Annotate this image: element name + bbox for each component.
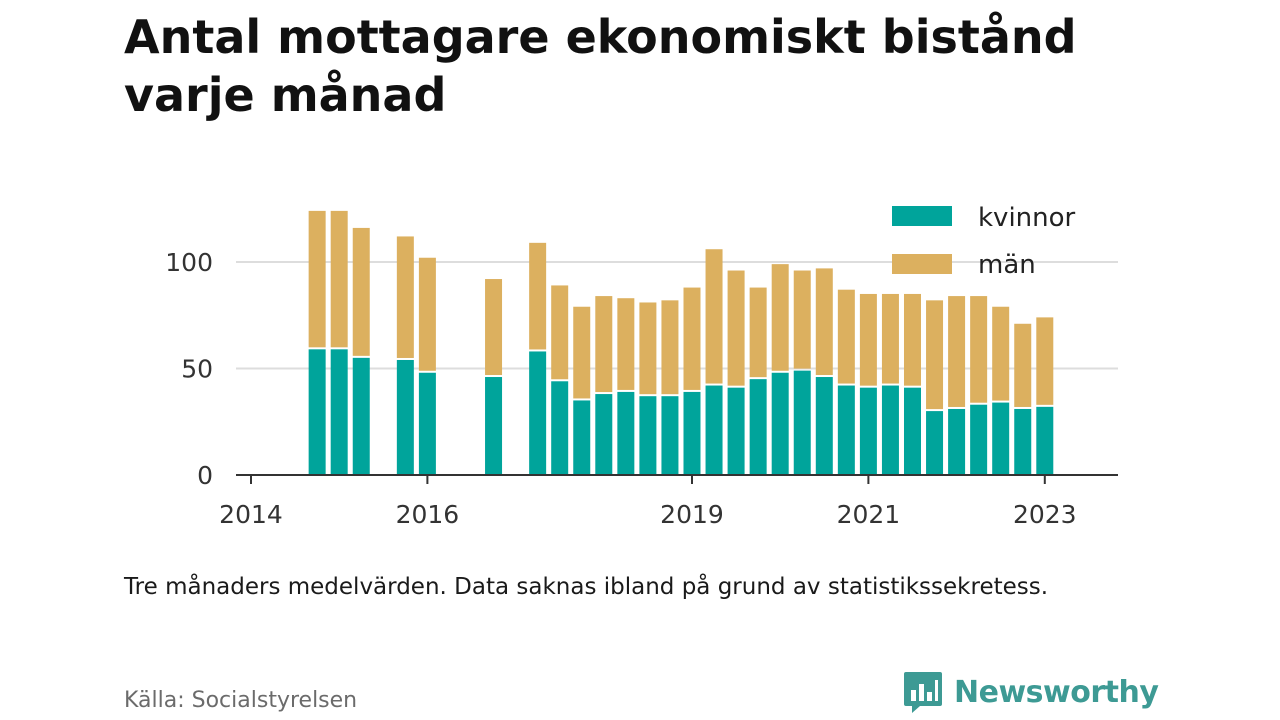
x-tick-label-2019: 2019 <box>660 500 724 529</box>
x-tick-label-2023: 2023 <box>1013 500 1077 529</box>
bar-man <box>837 289 855 384</box>
bar-kvinnor <box>330 349 348 475</box>
bar-kvinnor <box>705 385 723 475</box>
bar-kvinnor <box>837 385 855 475</box>
bar-man <box>573 306 591 399</box>
source-label: Källa: Socialstyrelsen <box>124 688 358 713</box>
legend-swatch-man <box>892 254 952 274</box>
bar-kvinnor <box>639 396 657 475</box>
bar-man <box>639 302 657 395</box>
bar-kvinnor <box>881 385 899 475</box>
y-tick-label-100: 100 <box>165 248 213 277</box>
brand-logo: Newsworthy <box>902 670 1159 714</box>
bar-kvinnor <box>793 370 811 475</box>
bar-kvinnor <box>308 349 326 475</box>
bar-kvinnor <box>859 387 877 475</box>
bar-kvinnor <box>771 372 789 475</box>
bar-man <box>330 210 348 348</box>
bar-man <box>815 268 833 376</box>
bar-man <box>352 227 370 356</box>
bar-kvinnor <box>727 387 745 475</box>
bar-man <box>661 300 679 395</box>
bar-man <box>970 296 988 403</box>
bar-kvinnor <box>352 357 370 475</box>
bar-man <box>485 279 503 376</box>
bar-kvinnor <box>529 351 547 475</box>
bar-kvinnor <box>595 394 613 475</box>
bar-kvinnor <box>815 377 833 475</box>
bar-man <box>881 293 899 384</box>
x-tick-label-2021: 2021 <box>837 500 901 529</box>
brand-name: Newsworthy <box>954 674 1159 710</box>
bar-man <box>529 242 547 350</box>
bar-kvinnor <box>903 387 921 475</box>
bar-kvinnor <box>948 408 966 475</box>
legend-label-kvinnor: kvinnor <box>978 203 1076 233</box>
bar-kvinnor <box>396 359 414 475</box>
bar-kvinnor <box>485 377 503 475</box>
bar-kvinnor <box>992 402 1010 475</box>
y-axis-ticks: 0 50 100 <box>165 248 213 490</box>
bar-man <box>683 287 701 390</box>
bar-man <box>308 210 326 348</box>
bar-man <box>1014 323 1032 407</box>
bar-man <box>595 296 613 393</box>
bar-kvinnor <box>749 379 767 475</box>
bar-kvinnor <box>573 400 591 475</box>
bar-kvinnor <box>617 391 635 475</box>
y-tick-label-50: 50 <box>181 355 213 384</box>
bar-man <box>749 287 767 378</box>
bar-man <box>992 306 1010 401</box>
bar-man <box>903 293 921 386</box>
bar-man <box>771 264 789 371</box>
bar-kvinnor <box>661 396 679 475</box>
bar-kvinnor <box>683 391 701 475</box>
bar-man <box>793 270 811 369</box>
bar-man <box>859 293 877 386</box>
x-tick-label-2016: 2016 <box>396 500 460 529</box>
bar-man <box>418 257 436 371</box>
bar-man <box>396 236 414 358</box>
legend: kvinnor män <box>892 203 1076 280</box>
bar-kvinnor <box>551 381 569 475</box>
chart-note: Tre månaders medelvärden. Data saknas ib… <box>124 574 1049 600</box>
bar-man <box>617 298 635 390</box>
y-tick-label-0: 0 <box>197 461 213 490</box>
bar-chart-bubble-icon <box>904 672 942 713</box>
bar-man <box>926 300 944 410</box>
chart-title: Antal mottagare ekonomiskt bistånd varje… <box>124 10 1077 122</box>
stacked-bar-chart: 0 50 100 2014 2016 2019 2021 2023 kvinnor män <box>165 203 1118 529</box>
bar-man <box>551 285 569 380</box>
bar-kvinnor <box>1014 408 1032 475</box>
bar-kvinnor <box>418 372 436 475</box>
x-axis: 2014 2016 2019 2021 2023 <box>219 474 1118 529</box>
bar-kvinnor <box>1036 406 1054 475</box>
x-tick-label-2014: 2014 <box>219 500 283 529</box>
bar-man <box>705 249 723 384</box>
bar-man <box>727 270 745 386</box>
bar-kvinnor <box>970 404 988 475</box>
legend-swatch-kvinnor <box>892 206 952 226</box>
bar-man <box>948 296 966 407</box>
bar-kvinnor <box>926 411 944 475</box>
bars <box>308 210 1054 475</box>
legend-label-man: män <box>978 250 1036 280</box>
bar-man <box>1036 317 1054 405</box>
